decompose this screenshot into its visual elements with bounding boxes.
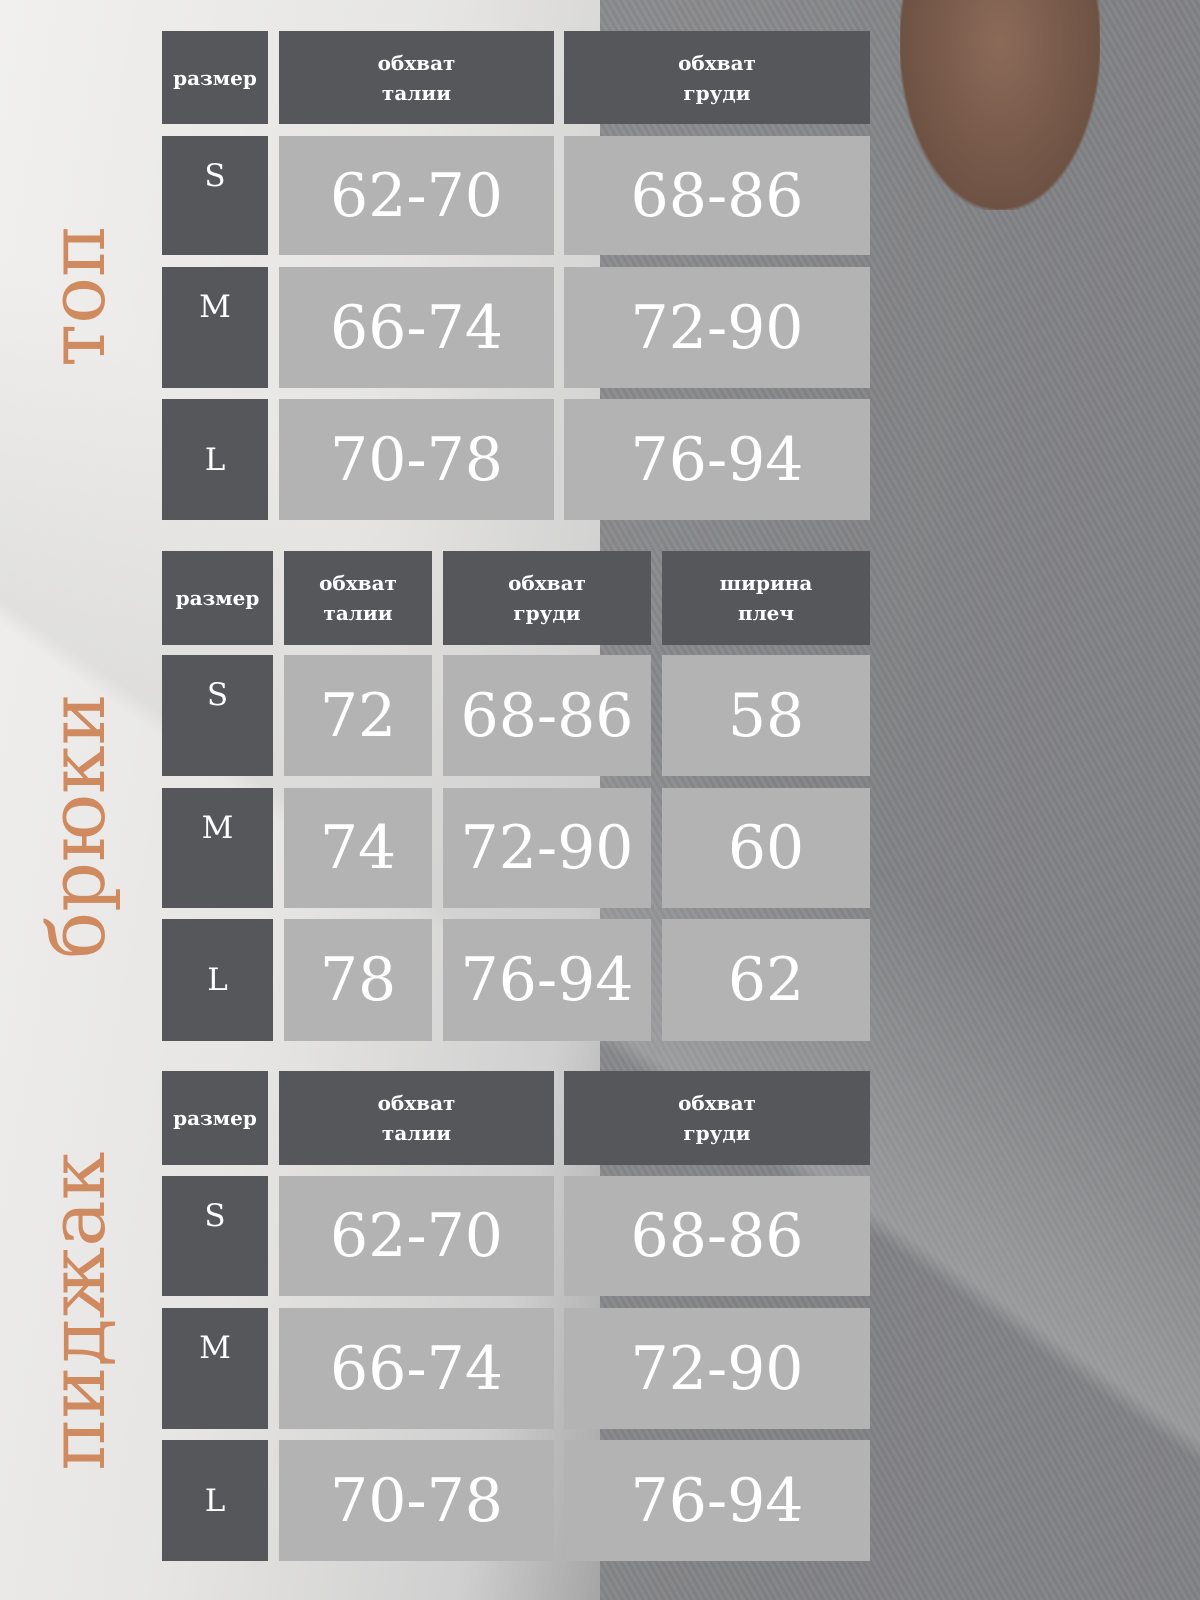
measurement-cell: 66-74 — [279, 1308, 554, 1429]
measurement-cell: 78 — [284, 919, 432, 1041]
measurement-cell: 68-86 — [564, 136, 870, 255]
section-label-0: топ — [33, 224, 123, 368]
size-label: L — [162, 919, 273, 1041]
size-label: S — [162, 1176, 268, 1296]
background-photo-neck — [900, 0, 1100, 210]
size-label: S — [162, 655, 273, 776]
measurement-cell: 76-94 — [564, 1440, 870, 1561]
column-header: размер — [162, 31, 268, 124]
size-label: M — [162, 267, 268, 388]
size-label: L — [162, 1440, 268, 1561]
section-label-1: брюки — [33, 693, 123, 959]
section-label-2: пиджак — [33, 1151, 123, 1471]
size-label: M — [162, 1308, 268, 1429]
measurement-cell: 68-86 — [443, 655, 651, 776]
column-header: обхват груди — [564, 31, 870, 124]
measurement-cell: 62-70 — [279, 1176, 554, 1296]
measurement-cell: 68-86 — [564, 1176, 870, 1296]
measurement-cell: 72-90 — [443, 788, 651, 908]
column-header: обхват талии — [279, 31, 554, 124]
column-header: обхват груди — [443, 551, 651, 645]
measurement-cell: 60 — [662, 788, 870, 908]
column-header: размер — [162, 1071, 268, 1165]
column-header: размер — [162, 551, 273, 645]
size-label: M — [162, 788, 273, 908]
measurement-cell: 58 — [662, 655, 870, 776]
size-label: S — [162, 136, 268, 255]
column-header: обхват груди — [564, 1071, 870, 1165]
measurement-cell: 76-94 — [443, 919, 651, 1041]
measurement-cell: 72-90 — [564, 267, 870, 388]
column-header: обхват талии — [284, 551, 432, 645]
column-header: обхват талии — [279, 1071, 554, 1165]
size-label: L — [162, 399, 268, 520]
measurement-cell: 62 — [662, 919, 870, 1041]
measurement-cell: 72-90 — [564, 1308, 870, 1429]
column-header: ширина плеч — [662, 551, 870, 645]
measurement-cell: 72 — [284, 655, 432, 776]
measurement-cell: 74 — [284, 788, 432, 908]
measurement-cell: 62-70 — [279, 136, 554, 255]
measurement-cell: 66-74 — [279, 267, 554, 388]
measurement-cell: 76-94 — [564, 399, 870, 520]
measurement-cell: 70-78 — [279, 1440, 554, 1561]
measurement-cell: 70-78 — [279, 399, 554, 520]
